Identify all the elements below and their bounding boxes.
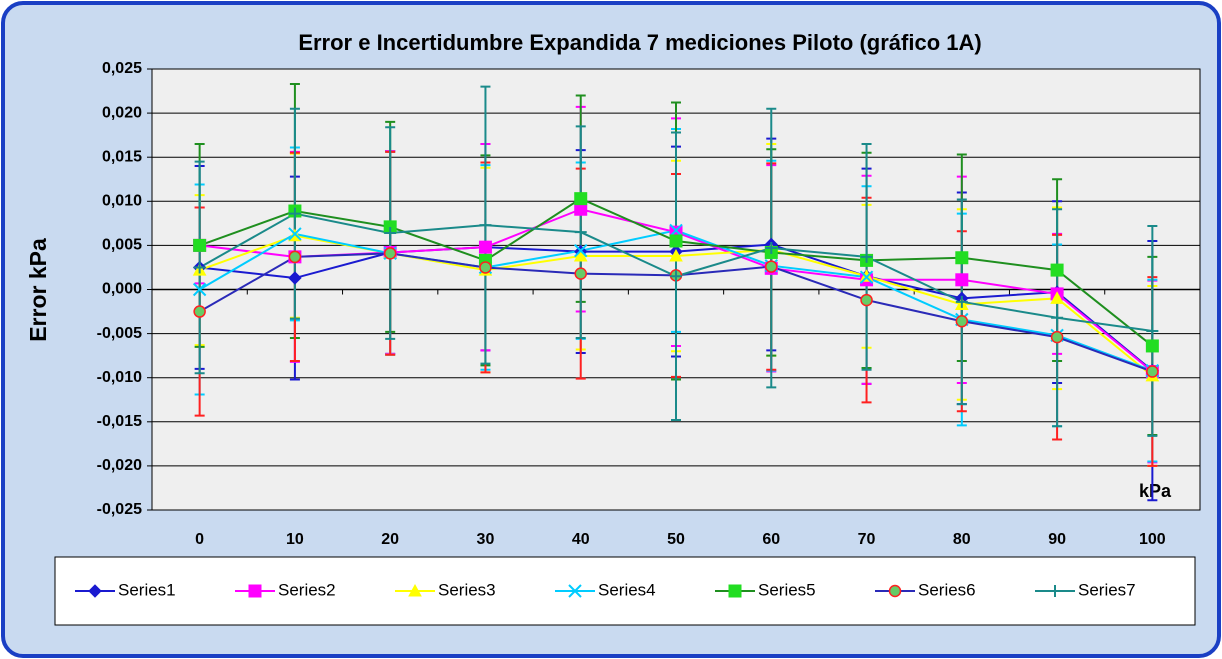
y-tick-label: 0,005: [102, 237, 142, 254]
point-marker: [670, 270, 682, 283]
point-marker: [288, 227, 302, 241]
point-marker: [1146, 365, 1159, 378]
x-tick-label: 40: [572, 531, 590, 548]
legend-label: Series3: [438, 580, 496, 599]
legend-label: Series5: [758, 580, 816, 599]
point-marker: [193, 238, 207, 252]
legend-label: Series1: [118, 580, 176, 599]
point-marker: [288, 271, 302, 285]
point-marker: [1145, 339, 1159, 353]
point-marker: [1050, 330, 1064, 344]
point-marker: [574, 226, 587, 239]
y-tick-label: 0,025: [102, 60, 142, 77]
point-marker: [1050, 291, 1064, 304]
point-marker: [192, 282, 207, 297]
y-tick-label: 0,010: [102, 193, 142, 210]
point-marker: [479, 219, 492, 232]
y-tick-label: 0,000: [102, 281, 142, 298]
legend-marker: [88, 584, 102, 598]
legend-label: Series7: [1078, 580, 1136, 599]
point-marker: [193, 305, 206, 318]
legend-label: Series4: [598, 580, 656, 599]
point-marker: [1050, 263, 1064, 277]
y-tick-label: -0,015: [97, 413, 142, 430]
x-tick-label: 0: [195, 531, 204, 548]
point-marker: [288, 250, 302, 264]
point-marker: [669, 248, 683, 262]
x-tick-label: 90: [1048, 531, 1066, 548]
y-tick-label: 0,015: [102, 148, 142, 165]
point-marker: [860, 250, 873, 263]
y-tick-label: -0,010: [97, 369, 142, 386]
legend-label: Series6: [918, 580, 976, 599]
y-tick-label: -0,020: [97, 457, 142, 474]
point-marker: [860, 293, 873, 307]
point-marker: [1051, 311, 1064, 324]
point-marker: [574, 243, 588, 258]
point-marker: [669, 223, 683, 238]
point-marker: [479, 261, 492, 274]
point-marker: [765, 260, 778, 273]
x-tick-label: 100: [1139, 531, 1166, 548]
point-marker: [478, 240, 492, 254]
point-marker: [288, 207, 301, 220]
point-marker: [955, 251, 969, 265]
x-tick-label: 80: [953, 531, 971, 548]
point-marker: [193, 261, 206, 274]
y-tick-label: -0,005: [97, 325, 142, 342]
point-marker: [574, 192, 588, 206]
legend-label: Series2: [278, 580, 336, 599]
point-marker: [955, 315, 969, 328]
chart-title: Error e Incertidumbre Expandida 7 medici…: [298, 30, 981, 55]
x-tick-label: 10: [286, 531, 304, 548]
x-tick-label: 60: [762, 531, 780, 548]
legend-marker: [408, 583, 422, 597]
legend-marker: [728, 584, 742, 598]
point-marker: [574, 267, 587, 280]
x-tick-label: 20: [381, 531, 399, 548]
x-annotation: kPa: [1139, 481, 1172, 501]
x-tick-label: 30: [477, 531, 495, 548]
point-marker: [384, 227, 397, 240]
point-marker: [383, 247, 397, 260]
y-tick-label: -0,025: [97, 501, 142, 518]
point-marker: [1146, 324, 1159, 337]
point-marker: [765, 242, 778, 255]
point-marker: [955, 273, 969, 287]
legend-marker: [568, 584, 582, 598]
legend-marker: [1049, 585, 1061, 597]
point-marker: [669, 234, 683, 248]
x-tick-label: 70: [858, 531, 876, 548]
point-marker: [573, 248, 588, 262]
x-tick-label: 50: [667, 531, 685, 548]
legend-marker: [888, 584, 902, 598]
point-marker: [955, 295, 968, 308]
y-axis-label: Error kPa: [25, 238, 51, 342]
point-marker: [859, 270, 874, 284]
y-tick-label: 0,020: [102, 104, 142, 121]
legend-marker: [248, 584, 262, 598]
